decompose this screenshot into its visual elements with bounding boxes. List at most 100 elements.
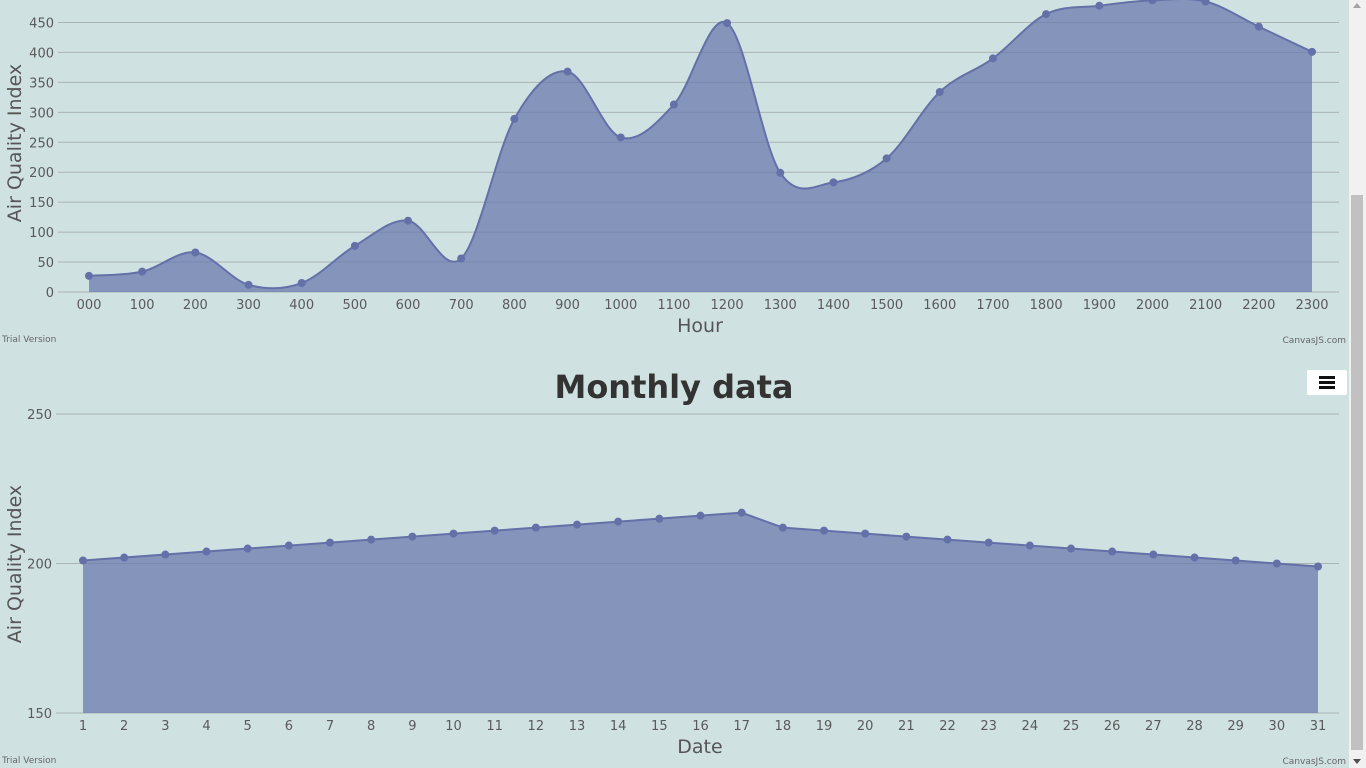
x-tick-label: 31 <box>1310 719 1327 734</box>
data-point[interactable] <box>202 547 211 556</box>
data-point[interactable] <box>1308 47 1316 56</box>
x-tick-label: 400 <box>289 298 314 313</box>
x-tick-label: 29 <box>1227 719 1244 734</box>
x-tick-label: 1700 <box>976 298 1009 313</box>
data-point[interactable] <box>457 254 466 263</box>
x-tick-label: 27 <box>1145 719 1162 734</box>
data-point[interactable] <box>490 526 499 535</box>
data-point[interactable] <box>696 511 705 520</box>
page-scrollbar[interactable] <box>1349 0 1366 768</box>
hourly-canvasjs-credit[interactable]: CanvasJS.com <box>1283 336 1346 346</box>
monthly-trial-credit: Trial Version <box>1 756 56 766</box>
data-point[interactable] <box>79 556 87 565</box>
data-point[interactable] <box>297 279 306 288</box>
data-point[interactable] <box>935 87 944 96</box>
y-tick-label: 100 <box>29 226 54 241</box>
data-point[interactable] <box>408 532 417 541</box>
data-point[interactable] <box>861 529 870 538</box>
monthly-x-axis-title: Date <box>677 736 722 758</box>
data-point[interactable] <box>1067 544 1075 553</box>
x-tick-label: 700 <box>449 298 474 313</box>
hourly-area-fill <box>89 0 1312 292</box>
x-tick-label: 1200 <box>711 298 744 313</box>
data-point[interactable] <box>85 271 93 280</box>
data-point[interactable] <box>326 538 334 547</box>
data-point[interactable] <box>943 535 952 544</box>
data-point[interactable] <box>616 133 625 142</box>
data-point[interactable] <box>902 532 911 541</box>
data-point[interactable] <box>655 514 664 523</box>
y-tick-label: 400 <box>29 46 54 61</box>
data-point[interactable] <box>350 241 359 250</box>
monthly-area-fill <box>83 512 1318 713</box>
data-point[interactable] <box>404 216 413 225</box>
x-tick-label: 100 <box>130 298 155 313</box>
x-tick-label: 16 <box>692 719 709 734</box>
data-point[interactable] <box>1314 562 1322 571</box>
data-point[interactable] <box>776 168 785 177</box>
data-point[interactable] <box>573 520 581 529</box>
data-point[interactable] <box>778 523 787 532</box>
data-point[interactable] <box>284 541 293 550</box>
chart-menu-button[interactable] <box>1307 370 1347 395</box>
x-tick-label: 12 <box>528 719 545 734</box>
data-point[interactable] <box>988 54 997 63</box>
data-point[interactable] <box>1042 10 1051 19</box>
y-tick-label: 0 <box>46 286 54 301</box>
x-tick-label: 11 <box>486 719 503 734</box>
hourly-area-line <box>88 0 1313 290</box>
data-point[interactable] <box>191 248 200 257</box>
x-tick-label: 3 <box>161 719 169 734</box>
x-tick-label: 500 <box>342 298 367 313</box>
data-point[interactable] <box>563 67 572 76</box>
data-point[interactable] <box>1025 541 1034 550</box>
data-point[interactable] <box>510 114 519 123</box>
scrollbar-thumb[interactable] <box>1351 195 1363 750</box>
monthly-canvasjs-credit[interactable]: CanvasJS.com <box>1283 757 1346 767</box>
data-point[interactable] <box>614 517 623 526</box>
data-point[interactable] <box>829 178 838 187</box>
x-tick-label: 18 <box>775 719 792 734</box>
hourly-y-tick-labels: 0 50 100 150 200 250 300 350 400 450 <box>29 16 54 301</box>
data-point[interactable] <box>1149 550 1158 559</box>
data-point[interactable] <box>1201 0 1210 6</box>
x-tick-label: 2200 <box>1242 298 1275 313</box>
x-tick-label: 200 <box>183 298 208 313</box>
x-tick-label: 20 <box>857 719 874 734</box>
x-tick-label: 800 <box>502 298 527 313</box>
data-point[interactable] <box>1231 556 1240 565</box>
data-point[interactable] <box>531 523 540 532</box>
data-point[interactable] <box>1095 1 1104 10</box>
data-point[interactable] <box>984 538 993 547</box>
y-tick-label: 200 <box>29 166 54 181</box>
data-point[interactable] <box>669 100 678 109</box>
data-point[interactable] <box>120 553 129 562</box>
x-tick-label: 2300 <box>1295 298 1328 313</box>
data-point[interactable] <box>820 526 828 535</box>
x-tick-label: 1800 <box>1030 298 1063 313</box>
y-tick-label: 250 <box>29 136 54 151</box>
scroll-down-arrow-icon[interactable] <box>1353 759 1361 764</box>
hourly-x-axis-title: Hour <box>677 315 723 337</box>
data-point[interactable] <box>723 19 732 28</box>
data-point[interactable] <box>1254 22 1263 31</box>
data-point[interactable] <box>1148 0 1157 5</box>
x-tick-label: 15 <box>651 719 668 734</box>
data-point[interactable] <box>1108 547 1117 556</box>
data-point[interactable] <box>1190 553 1199 562</box>
hourly-y-axis-title: Air Quality Index <box>4 64 26 222</box>
data-point[interactable] <box>882 154 891 163</box>
data-point[interactable] <box>161 550 170 559</box>
monthly-y-tick-labels: 150 200 250 <box>27 408 52 722</box>
data-point[interactable] <box>138 267 147 276</box>
data-point[interactable] <box>1272 559 1281 568</box>
x-tick-label: 13 <box>569 719 586 734</box>
x-tick-label: 21 <box>898 719 915 734</box>
data-point[interactable] <box>449 529 458 538</box>
data-point[interactable] <box>367 535 376 544</box>
scroll-up-arrow-icon[interactable] <box>1353 3 1361 8</box>
data-point[interactable] <box>243 544 252 553</box>
data-point[interactable] <box>737 508 746 517</box>
data-point[interactable] <box>244 280 253 289</box>
hourly-aqi-chart: 0 50 100 150 200 250 300 350 400 450 000 100 200 300… <box>1 0 1346 346</box>
